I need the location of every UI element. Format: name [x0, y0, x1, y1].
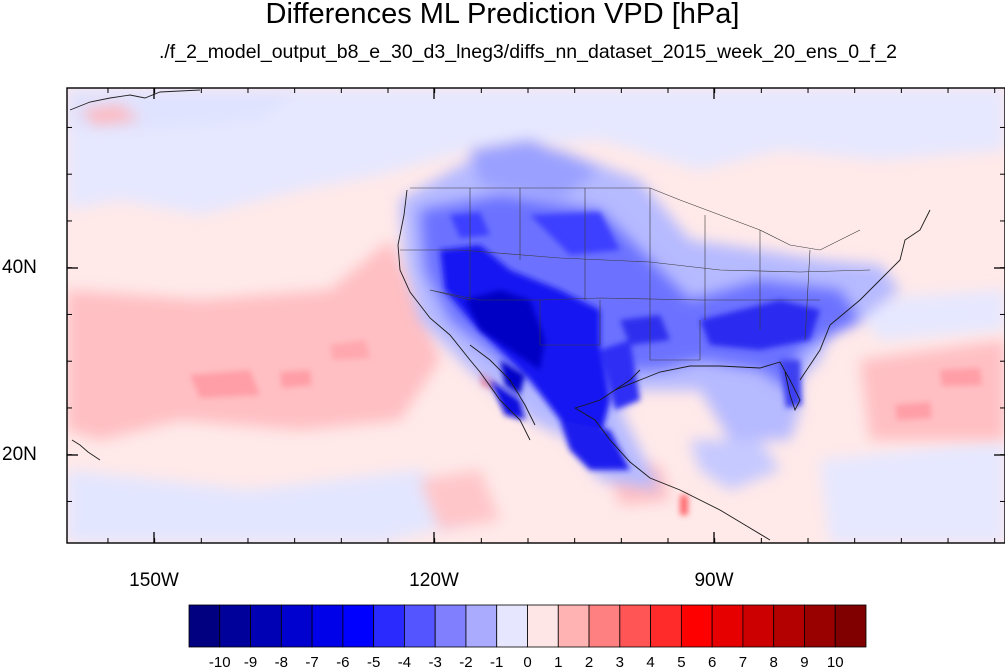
colorbar-swatch [619, 604, 651, 648]
lat-tick-label: 40N [2, 257, 37, 278]
colorbar-swatch [527, 604, 559, 648]
colorbar-label: -1 [490, 654, 504, 671]
colorbar-label: -10 [208, 654, 231, 671]
colorbar-label: -8 [274, 654, 288, 671]
coastlines [397, 189, 931, 541]
colorbar-label: -6 [336, 654, 350, 671]
colorbar-swatch [280, 604, 313, 648]
colorbar-label: 4 [646, 654, 655, 671]
colorbar-swatch [404, 604, 436, 648]
colorbar-swatch [650, 604, 682, 648]
colorbar-swatch [834, 604, 867, 648]
state-borders [400, 187, 871, 361]
lat-tick-label: 20N [2, 444, 37, 465]
map-subtitle: ./f_2_model_output_b8_e_30_d3_lneg3/diff… [158, 41, 898, 63]
colorbar-label: -7 [305, 654, 319, 671]
colorbar-label: 5 [677, 654, 686, 671]
axis-ticks [67, 88, 1005, 543]
lon-tick-label: 150W [129, 570, 179, 591]
colorbar-swatch [188, 604, 221, 648]
colorbar-label: 3 [615, 654, 624, 671]
lon-tick-label: 90W [694, 570, 734, 591]
map-field [67, 88, 1005, 543]
colorbar-label: -2 [459, 654, 473, 671]
colorbar-swatch [557, 604, 590, 648]
colorbar-swatch [465, 604, 498, 648]
colorbar-swatch [434, 604, 467, 648]
colorbar-swatch [311, 604, 344, 648]
colorbar-swatch [496, 604, 528, 648]
map-frame [66, 87, 1005, 544]
colorbar-label: -5 [366, 654, 381, 671]
colorbar-swatch [804, 604, 836, 648]
colorbar-label: 0 [523, 654, 532, 671]
colorbar-swatch [588, 604, 621, 648]
lon-tick-label: 120W [409, 570, 459, 591]
colorbar-swatch [773, 604, 805, 648]
colorbar-swatch [680, 604, 713, 648]
colorbar-swatch [250, 604, 282, 648]
colorbar-label: 1 [554, 654, 563, 671]
colorbar-label: -9 [243, 654, 258, 671]
colorbar-label: 9 [800, 654, 809, 671]
colorbar-label: 8 [769, 654, 778, 671]
colorbar-label: -4 [397, 654, 412, 671]
colorbar-label: 10 [826, 654, 844, 671]
colorbar-label: 7 [738, 654, 748, 671]
colorbar-swatch [219, 604, 251, 648]
colorbar-swatch [711, 604, 744, 648]
colorbar-label: 6 [707, 654, 717, 671]
colorbar-label: -3 [428, 654, 442, 671]
colorbar-swatch [342, 604, 375, 648]
colorbar-swatch [373, 604, 405, 648]
colorbar-label: 2 [584, 654, 594, 671]
colorbar-swatch [742, 604, 775, 648]
map-title: Differences ML Prediction VPD [hPa] [265, 0, 740, 30]
colorbar [188, 604, 867, 648]
